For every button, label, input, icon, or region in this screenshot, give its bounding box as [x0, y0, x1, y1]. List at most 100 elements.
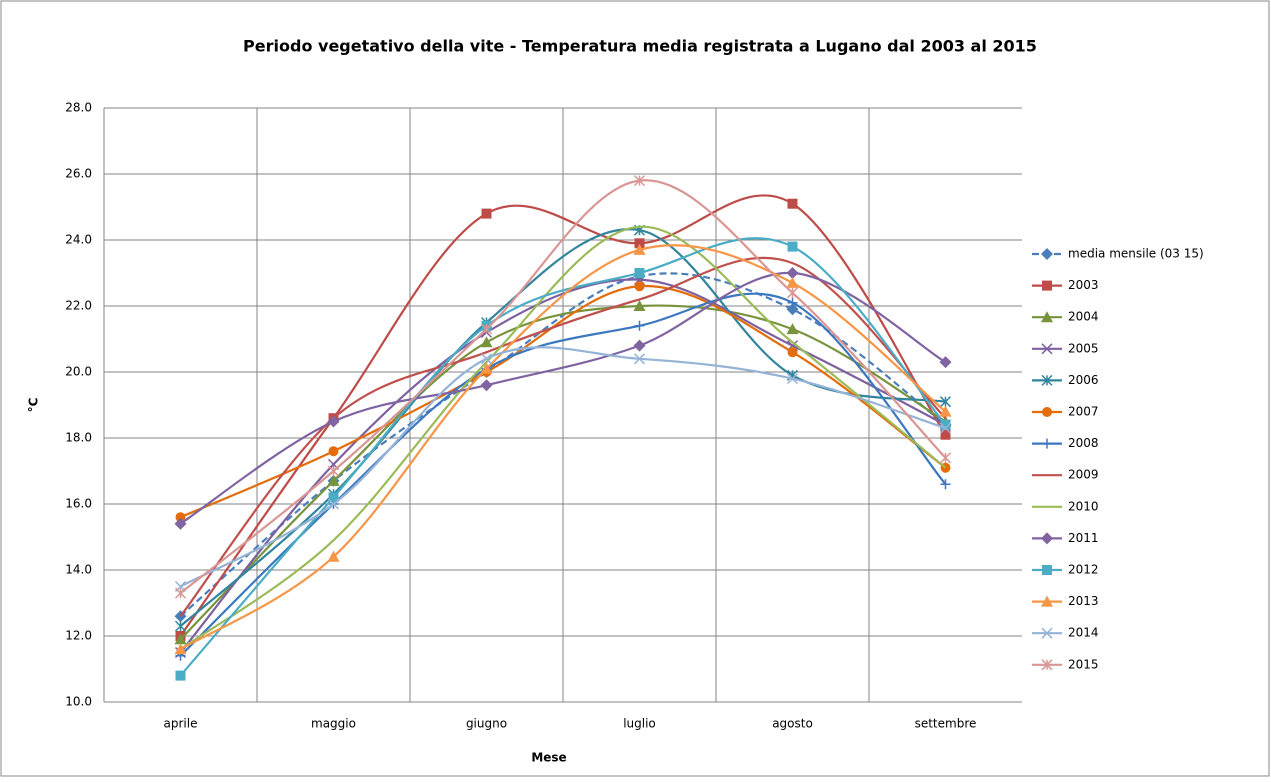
- marker: [939, 356, 952, 369]
- marker: [1042, 565, 1052, 575]
- marker: [633, 353, 646, 365]
- legend-label: 2014: [1068, 626, 1099, 640]
- marker: [174, 633, 187, 645]
- marker: [634, 268, 645, 278]
- marker: [787, 297, 798, 308]
- marker: [787, 241, 798, 252]
- series-line: [179, 271, 947, 525]
- marker: [480, 353, 493, 365]
- marker: [786, 276, 799, 288]
- marker: [786, 373, 799, 385]
- legend-label: 2005: [1068, 341, 1099, 355]
- marker: [786, 287, 799, 299]
- x-tick-label: luglio: [623, 717, 656, 731]
- y-tick-label: 14.0: [65, 563, 92, 577]
- marker: [634, 238, 645, 249]
- marker: [786, 267, 799, 279]
- marker: [939, 405, 952, 417]
- y-tick-label: 10.0: [65, 695, 92, 709]
- marker: [175, 512, 186, 523]
- y-tick-label: 28.0: [65, 101, 92, 115]
- marker: [939, 422, 952, 434]
- marker: [174, 620, 187, 632]
- series-line: [179, 244, 947, 651]
- y-tick-label: 20.0: [65, 365, 92, 379]
- y-tick-label: 16.0: [65, 497, 92, 511]
- marker: [939, 396, 952, 408]
- legend-label: 2003: [1068, 278, 1099, 292]
- marker: [1042, 280, 1052, 291]
- x-tick-label: agosto: [772, 717, 813, 731]
- marker: [1042, 407, 1052, 417]
- marker: [940, 479, 951, 490]
- marker: [940, 429, 951, 440]
- legend-label: 2012: [1068, 563, 1099, 577]
- x-tick-label: aprile: [164, 717, 198, 731]
- legend-label: 2013: [1068, 594, 1099, 608]
- y-tick-label: 22.0: [65, 299, 92, 313]
- marker: [1041, 343, 1053, 355]
- marker: [633, 243, 646, 255]
- marker: [939, 452, 952, 464]
- marker: [634, 320, 645, 331]
- y-axis-label: °C: [27, 397, 41, 412]
- x-tick-label: giugno: [466, 717, 507, 731]
- legend-label: media mensile (03 15): [1068, 247, 1204, 261]
- marker: [480, 323, 493, 335]
- y-tick-label: 26.0: [65, 167, 92, 181]
- marker: [480, 336, 493, 348]
- legend-label: 2011: [1068, 531, 1099, 545]
- marker: [1042, 438, 1052, 449]
- marker: [787, 347, 798, 358]
- marker: [633, 175, 646, 187]
- marker: [327, 498, 340, 510]
- y-tick-label: 24.0: [65, 233, 92, 247]
- x-axis-label: Mese: [531, 751, 566, 765]
- marker: [1041, 532, 1053, 545]
- marker: [327, 474, 340, 486]
- marker: [480, 379, 493, 392]
- marker: [1041, 595, 1053, 607]
- marker: [174, 587, 187, 599]
- y-tick-label: 12.0: [65, 629, 92, 643]
- marker: [633, 339, 646, 352]
- legend-label: 2008: [1068, 436, 1099, 450]
- marker: [786, 303, 799, 316]
- legend-label: 2015: [1068, 657, 1099, 671]
- x-tick-label: settembre: [915, 717, 977, 731]
- marker: [1041, 627, 1053, 639]
- legend-label: 2007: [1068, 405, 1099, 419]
- series-line: [179, 225, 947, 651]
- y-tick-label: 18.0: [65, 431, 92, 445]
- marker: [327, 465, 340, 477]
- marker: [327, 415, 340, 428]
- marker: [940, 419, 951, 430]
- legend-label: 2009: [1068, 468, 1099, 482]
- chart-title: Periodo vegetativo della vite - Temperat…: [243, 37, 1037, 56]
- series-line: [179, 272, 947, 618]
- marker: [633, 300, 646, 311]
- marker: [327, 550, 340, 562]
- marker: [481, 208, 492, 219]
- marker: [787, 198, 798, 209]
- marker: [480, 362, 493, 374]
- marker: [328, 492, 339, 503]
- series-line: [179, 237, 947, 677]
- marker: [1041, 659, 1053, 671]
- series-line: [179, 278, 947, 654]
- marker: [174, 517, 187, 530]
- series-line: [179, 194, 947, 637]
- series-line: [179, 346, 946, 588]
- marker: [174, 643, 187, 655]
- series-line: [179, 292, 947, 657]
- legend-label: 2004: [1068, 310, 1099, 324]
- marker: [786, 323, 799, 335]
- marker: [1041, 311, 1053, 323]
- marker: [328, 446, 339, 457]
- series-line: [179, 179, 947, 594]
- legend-label: 2006: [1068, 373, 1099, 387]
- marker: [1041, 248, 1053, 260]
- x-tick-label: maggio: [311, 717, 356, 731]
